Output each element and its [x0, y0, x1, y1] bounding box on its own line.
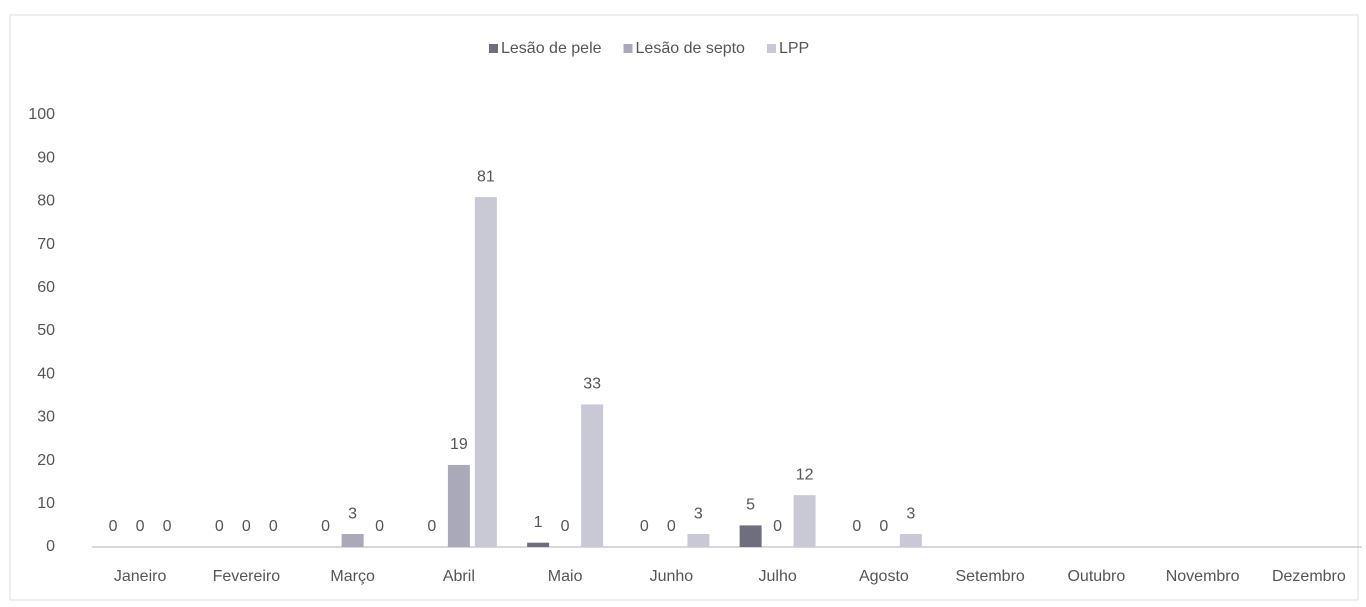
- data-label: 0: [163, 518, 172, 535]
- data-label: 0: [242, 518, 251, 535]
- legend-swatch: [623, 44, 633, 53]
- data-label: 0: [879, 518, 888, 535]
- y-tick-label: 50: [37, 322, 55, 339]
- data-label: 12: [796, 466, 814, 483]
- data-label: 0: [773, 518, 782, 535]
- x-tick-label: Janeiro: [114, 568, 167, 585]
- data-label: 0: [640, 518, 649, 535]
- data-label: 1: [534, 514, 543, 531]
- y-tick-label: 0: [46, 538, 55, 555]
- x-tick-label: Novembro: [1166, 568, 1240, 585]
- data-label: 0: [215, 518, 224, 535]
- y-tick-label: 100: [28, 106, 55, 123]
- data-label: 0: [321, 518, 330, 535]
- bar: [739, 525, 762, 547]
- x-tick-label: Setembro: [955, 568, 1024, 585]
- data-label: 0: [136, 518, 145, 535]
- data-label: 81: [477, 168, 495, 185]
- chart-frame: [9, 14, 1359, 601]
- bar: [899, 534, 922, 547]
- data-label: 0: [667, 518, 676, 535]
- x-tick-label: Março: [330, 568, 375, 585]
- legend-label: Lesão de pele: [501, 40, 602, 57]
- bar: [581, 404, 604, 547]
- x-tick-label: Abril: [443, 568, 475, 585]
- legend-swatch: [766, 44, 776, 53]
- legend-label: Lesão de septo: [636, 40, 746, 57]
- data-label: 3: [906, 505, 915, 522]
- legend-swatch: [489, 44, 498, 53]
- legend-label: LPP: [779, 40, 809, 57]
- bar: [447, 464, 470, 547]
- data-label: 0: [375, 518, 384, 535]
- y-tick-label: 80: [37, 193, 55, 210]
- bar: [793, 495, 816, 547]
- y-tick-label: 90: [37, 149, 55, 166]
- x-tick-label: Maio: [548, 568, 583, 585]
- data-label: 3: [348, 505, 357, 522]
- data-label: 3: [694, 505, 703, 522]
- bar: [687, 534, 710, 547]
- data-label: 0: [561, 518, 570, 535]
- data-label: 5: [746, 497, 755, 514]
- x-tick-label: Agosto: [859, 568, 909, 585]
- x-tick-label: Dezembro: [1272, 568, 1346, 585]
- y-tick-label: 30: [37, 409, 55, 426]
- x-tick-label: Fevereiro: [213, 568, 281, 585]
- y-tick-label: 70: [37, 236, 55, 253]
- data-label: 33: [583, 376, 601, 393]
- data-label: 0: [427, 518, 436, 535]
- x-tick-label: Julho: [759, 568, 797, 585]
- bar: [474, 197, 497, 547]
- bar: [527, 542, 550, 547]
- x-tick-label: Junho: [650, 568, 694, 585]
- data-label: 0: [852, 518, 861, 535]
- data-label: 0: [269, 518, 278, 535]
- y-tick-label: 60: [37, 279, 55, 296]
- y-tick-label: 20: [37, 452, 55, 469]
- y-tick-label: 10: [37, 495, 55, 512]
- legend: Lesão de pele Lesão de septo LPP: [489, 40, 809, 57]
- y-tick-label: 40: [37, 365, 55, 382]
- data-label: 0: [109, 518, 118, 535]
- x-tick-label: Outubro: [1067, 568, 1125, 585]
- data-label: 19: [450, 436, 468, 453]
- bar: [341, 534, 364, 547]
